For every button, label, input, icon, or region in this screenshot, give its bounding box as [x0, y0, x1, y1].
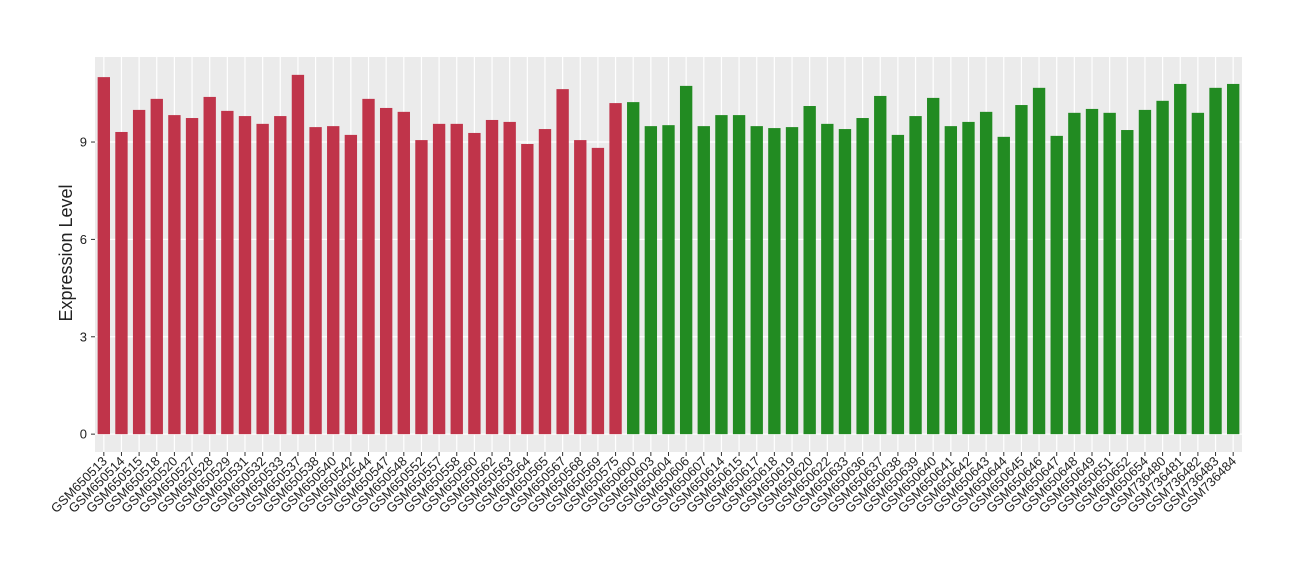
bar: [1227, 83, 1240, 435]
bar: [150, 98, 163, 435]
bar: [97, 77, 110, 435]
bar: [362, 98, 375, 435]
bar: [662, 125, 675, 435]
bar: [609, 103, 622, 435]
bar: [432, 123, 446, 435]
bar: [168, 115, 181, 435]
y-tick-label: 0: [80, 427, 87, 442]
bar: [732, 115, 746, 435]
bar: [644, 126, 658, 435]
bar: [203, 96, 216, 435]
bar: [574, 140, 587, 435]
bar: [485, 119, 499, 435]
bar: [627, 102, 640, 435]
bar: [521, 143, 534, 435]
bar: [556, 89, 569, 435]
bar: [327, 126, 340, 435]
bar: [538, 129, 552, 435]
bar: [785, 127, 799, 435]
bar: [291, 74, 305, 435]
bar: [997, 136, 1010, 435]
bar: [238, 116, 252, 435]
bar: [591, 147, 605, 435]
bar: [1138, 109, 1152, 435]
y-tick-label: 9: [80, 135, 87, 150]
bar: [891, 134, 905, 435]
bar: [1103, 112, 1116, 435]
bar: [309, 127, 322, 435]
bar: [256, 123, 269, 435]
bar: [979, 111, 993, 435]
bar: [468, 132, 481, 435]
bar: [185, 118, 199, 435]
bar: [679, 85, 693, 435]
bar: [909, 116, 922, 435]
bar: [750, 126, 763, 435]
bar: [274, 116, 287, 435]
bar: [1156, 100, 1169, 435]
bar: [503, 121, 516, 435]
bar: [397, 111, 410, 435]
bar: [715, 115, 728, 435]
bar: [221, 110, 234, 435]
bar: [944, 126, 958, 435]
bar: [1121, 130, 1134, 435]
bar: [1209, 87, 1222, 435]
bar: [838, 129, 852, 435]
bar: [856, 118, 869, 435]
bar: [821, 123, 834, 435]
bar: [379, 107, 393, 435]
bar: [415, 140, 428, 435]
bar: [450, 123, 463, 435]
bar: [874, 95, 887, 435]
y-tick-label: 6: [80, 232, 87, 247]
bar: [927, 97, 940, 435]
bar: [1068, 112, 1081, 435]
y-axis-label: Expression Level: [56, 184, 76, 321]
bar: [768, 128, 781, 435]
bar: [697, 126, 710, 435]
bar: [962, 121, 975, 435]
bar: [344, 134, 358, 435]
bar: [1032, 87, 1046, 435]
y-tick-label: 3: [80, 329, 87, 344]
bar: [1191, 112, 1205, 435]
bar: [1085, 108, 1099, 435]
bar: [132, 109, 146, 435]
bar: [1174, 83, 1187, 435]
bar: [1050, 135, 1063, 435]
bar: [1015, 105, 1028, 435]
bar: [803, 106, 816, 435]
bar: [115, 131, 128, 435]
